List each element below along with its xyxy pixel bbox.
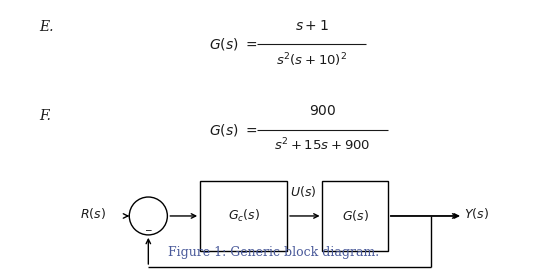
- Text: $R(s)$: $R(s)$: [80, 206, 106, 221]
- Text: $s+1$: $s+1$: [295, 18, 329, 33]
- Text: Figure 1: Generic block diagram.: Figure 1: Generic block diagram.: [168, 246, 379, 259]
- Text: $U(s)$: $U(s)$: [290, 184, 316, 199]
- Text: $900$: $900$: [309, 104, 336, 118]
- FancyBboxPatch shape: [323, 181, 388, 251]
- Text: $s^2(s+10)^2$: $s^2(s+10)^2$: [276, 51, 347, 69]
- Text: $G(s)\ =$: $G(s)\ =$: [209, 36, 257, 52]
- Text: E.: E.: [39, 20, 54, 34]
- Text: F.: F.: [39, 109, 51, 123]
- Text: $Y(s)$: $Y(s)$: [464, 206, 489, 221]
- FancyBboxPatch shape: [200, 181, 287, 251]
- Text: $s^2+15s+900$: $s^2+15s+900$: [274, 137, 371, 153]
- Text: $-$: $-$: [144, 224, 153, 234]
- Text: $G_c(s)$: $G_c(s)$: [228, 208, 260, 224]
- Text: $G(s)$: $G(s)$: [342, 208, 369, 224]
- Text: $G(s)\ =$: $G(s)\ =$: [209, 122, 257, 138]
